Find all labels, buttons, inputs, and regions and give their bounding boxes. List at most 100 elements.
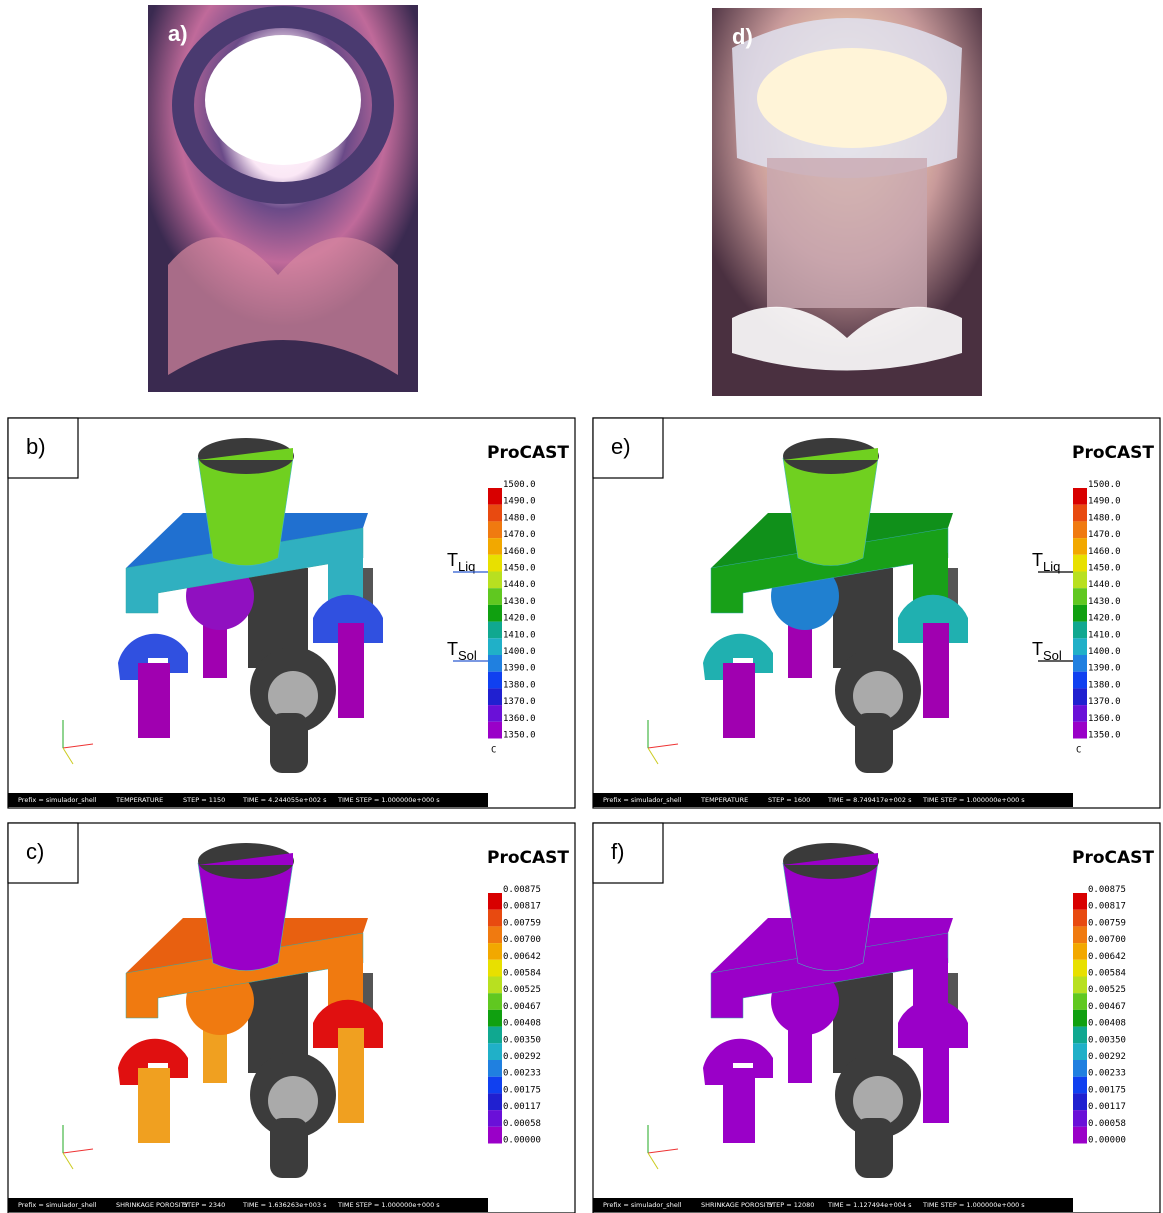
- legend-label: 1360.0: [1088, 714, 1121, 724]
- funnel: [783, 458, 878, 566]
- legend-label: 0.00292: [1088, 1052, 1126, 1062]
- legend-label: 1490.0: [1088, 497, 1121, 507]
- marker-main: T: [447, 550, 458, 570]
- legend-swatch: [1073, 1110, 1087, 1127]
- legend-swatch: [488, 572, 502, 589]
- legend-label: 0.00467: [1088, 1002, 1126, 1012]
- legend-swatch: [488, 488, 502, 505]
- legend-swatch: [488, 638, 502, 655]
- status-prefix: Prefix = simulador_shell: [603, 1201, 682, 1209]
- legend-swatch: [488, 1010, 502, 1027]
- legend-label: 0.00875: [503, 885, 541, 895]
- status-step: STEP = 12080: [768, 1201, 814, 1209]
- legend-label: 1400.0: [503, 647, 536, 657]
- crucible-glow: [205, 35, 361, 165]
- legend-swatch: [1073, 993, 1087, 1010]
- bottom-shaft: [270, 713, 308, 773]
- legend-label: 1430.0: [503, 597, 536, 607]
- legend-label: 0.00642: [503, 952, 541, 962]
- legend-label: 0.00817: [1088, 902, 1126, 912]
- legend-swatch: [1073, 605, 1087, 622]
- legend-swatch: [1073, 1027, 1087, 1044]
- legend-label: 0.00817: [503, 902, 541, 912]
- legend-swatch: [488, 705, 502, 722]
- status-field: TEMPERATURE: [115, 796, 163, 804]
- legend-label: 0.00759: [1088, 918, 1126, 928]
- legend-swatch: [1073, 705, 1087, 722]
- leg-right: [338, 1028, 364, 1123]
- leg-left: [723, 1068, 755, 1143]
- marker-main: T: [1032, 639, 1043, 659]
- status-time-step: TIME STEP = 1.000000e+000 s: [922, 796, 1025, 804]
- legend-label: 0.00525: [1088, 985, 1126, 995]
- legend-swatch: [488, 960, 502, 977]
- leg-right: [338, 623, 364, 718]
- legend-swatch: [1073, 1093, 1087, 1110]
- legend-label: 1440.0: [1088, 580, 1121, 590]
- legend-label: 1440.0: [503, 580, 536, 590]
- legend-label: 1480.0: [1088, 513, 1121, 523]
- legend-swatch: [488, 555, 502, 572]
- legend-swatch: [1073, 722, 1087, 739]
- legend-swatch: [1073, 1077, 1087, 1094]
- legend-swatch: [488, 1027, 502, 1044]
- legend-swatch: [1073, 977, 1087, 994]
- legend-swatch: [488, 893, 502, 910]
- legend-label: 0.00000: [503, 1136, 541, 1146]
- status-prefix: Prefix = simulador_shell: [603, 796, 682, 804]
- label-box: [593, 823, 663, 883]
- status-time-step: TIME STEP = 1.000000e+000 s: [337, 1201, 440, 1209]
- legend-label: 1380.0: [503, 680, 536, 690]
- legend-label: 1400.0: [1088, 647, 1121, 657]
- leg-left: [723, 663, 755, 738]
- legend-swatch: [1073, 893, 1087, 910]
- legend-swatch: [1073, 488, 1087, 505]
- legend-swatch: [1073, 688, 1087, 705]
- legend-label: 0.00875: [1088, 885, 1126, 895]
- legend-swatch: [488, 505, 502, 522]
- status-field: TEMPERATURE: [700, 796, 748, 804]
- legend-swatch: [1073, 638, 1087, 655]
- legend-label: 0.00408: [1088, 1019, 1126, 1029]
- brand: ProCAST: [1072, 848, 1154, 868]
- legend-label: 0.00700: [1088, 935, 1126, 945]
- status-step: STEP = 1150: [183, 796, 225, 804]
- photo: a): [148, 5, 418, 392]
- legend-label: 1460.0: [1088, 547, 1121, 557]
- status-field: SHRINKAGE POROSITY: [116, 1201, 189, 1209]
- legend-label: 0.00584: [503, 969, 541, 979]
- legend-label: 0.00233: [503, 1069, 541, 1079]
- legend-swatch: [1073, 672, 1087, 689]
- legend-label: 0.00175: [503, 1085, 541, 1095]
- legend-label: 1360.0: [503, 714, 536, 724]
- legend-swatch: [488, 722, 502, 739]
- status-time: TIME = 4.244055e+002 s: [242, 796, 327, 804]
- leg-right: [923, 623, 949, 718]
- status-time-step: TIME STEP = 1.000000e+000 s: [337, 796, 440, 804]
- legend-label: 1350.0: [1088, 731, 1121, 741]
- legend-label: 1490.0: [503, 497, 536, 507]
- legend-swatch: [1073, 622, 1087, 639]
- legend-swatch: [1073, 588, 1087, 605]
- legend-swatch: [488, 943, 502, 960]
- legend-label: 1390.0: [503, 664, 536, 674]
- legend-swatch: [488, 521, 502, 538]
- legend-label: 1480.0: [503, 513, 536, 523]
- legend-swatch: [488, 993, 502, 1010]
- legend-label: 0.00408: [503, 1019, 541, 1029]
- legend-label: 0.00058: [1088, 1119, 1126, 1129]
- legend-label: 1450.0: [1088, 564, 1121, 574]
- panel-label: d): [732, 24, 753, 49]
- legend-swatch: [1073, 521, 1087, 538]
- legend-unit: C: [491, 746, 496, 756]
- brand: ProCAST: [487, 848, 569, 868]
- legend-swatch: [488, 1110, 502, 1127]
- legend-swatch: [1073, 1043, 1087, 1060]
- crucible-glow: [757, 48, 947, 148]
- legend-swatch: [1073, 505, 1087, 522]
- legend-swatch: [1073, 960, 1087, 977]
- funnel: [198, 863, 293, 971]
- legend-label: 1450.0: [503, 564, 536, 574]
- simulation-panel: b)ProCAST1500.01490.01480.01470.01460.01…: [8, 418, 575, 808]
- leg-left: [138, 1068, 170, 1143]
